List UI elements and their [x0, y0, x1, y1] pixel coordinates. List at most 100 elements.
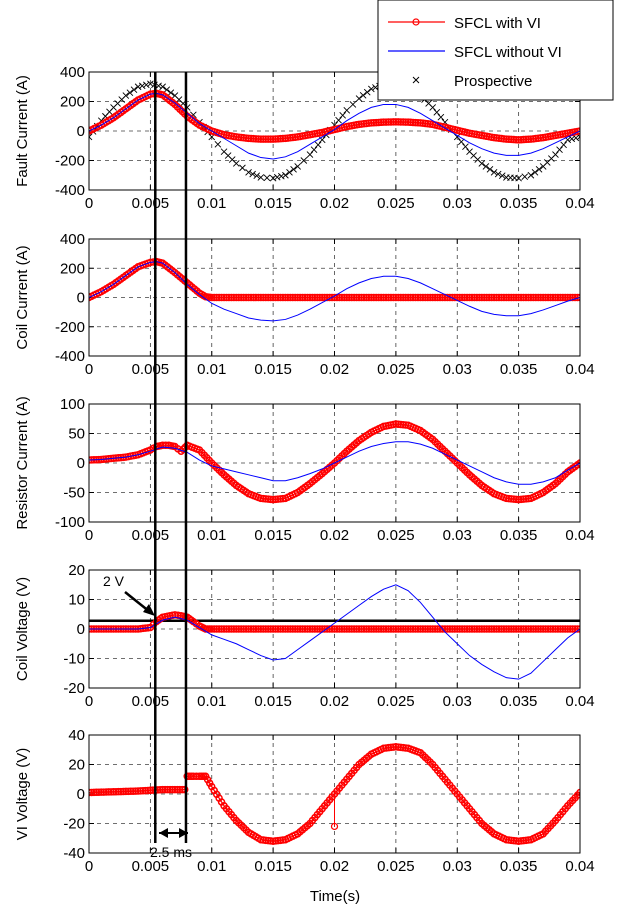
- data-point-with-vi: [397, 293, 405, 302]
- data-point-prospective: [515, 174, 522, 182]
- data-point-with-vi: [473, 625, 481, 633]
- data-point-with-vi: [502, 625, 511, 633]
- data-point-prospective: [269, 174, 277, 182]
- data-point-prospective: [372, 84, 379, 91]
- data-point-with-vi: [541, 293, 550, 302]
- data-point-prospective: [159, 83, 166, 91]
- x-mark-stroke: [167, 89, 175, 96]
- data-point-with-vi: [401, 625, 410, 633]
- vi-spike-details: [330, 796, 339, 831]
- data-point-prospective: [245, 168, 252, 176]
- x-mark-stroke: [134, 83, 142, 91]
- y-tick-label: 0: [77, 786, 85, 803]
- data-point-with-vi: [478, 293, 486, 302]
- data-point-with-vi: [316, 625, 324, 633]
- data-point-with-vi: [367, 119, 376, 127]
- data-point-with-vi: [377, 293, 385, 302]
- data-point-with-vi: [404, 293, 412, 302]
- x-tick-label: 0: [85, 361, 93, 378]
- data-point-with-vi: [382, 625, 390, 633]
- x-tick-label: 0.01: [197, 693, 226, 710]
- data-point-with-vi: [284, 625, 292, 633]
- data-point-prospective: [494, 170, 502, 178]
- x-mark-stroke: [498, 172, 506, 180]
- data-point-with-vi: [266, 135, 275, 143]
- axes-frame: [88, 734, 581, 854]
- y-axis-label: Resistor Current (A): [14, 396, 31, 529]
- data-point-with-vi: [306, 625, 314, 633]
- data-point-with-vi: [524, 293, 533, 302]
- x-mark-stroke: [142, 81, 150, 89]
- data-point-with-vi: [370, 625, 378, 633]
- x-tick-label: 0.035: [500, 858, 538, 875]
- x-mark-stroke: [335, 116, 342, 124]
- y-tick-label: 40: [68, 727, 85, 744]
- data-point-with-vi: [89, 788, 93, 797]
- x-tick-label: 0.025: [377, 195, 415, 212]
- data-point-with-vi: [576, 127, 580, 135]
- data-point-with-vi: [192, 772, 201, 781]
- data-point-with-vi: [134, 787, 142, 795]
- data-point-with-vi: [524, 135, 533, 144]
- data-point-with-vi: [311, 625, 319, 633]
- data-point-with-vi: [522, 625, 530, 633]
- data-point-with-vi: [316, 293, 324, 302]
- data-point-prospective: [343, 107, 351, 114]
- axes-frame: [88, 403, 581, 523]
- data-point-with-vi: [470, 293, 479, 302]
- x-tick-label: 0.03: [443, 693, 472, 710]
- x-mark-stroke: [155, 82, 162, 90]
- data-point-with-vi: [370, 118, 378, 127]
- annotation-2-5ms: 2.5 ms: [150, 828, 192, 860]
- x-mark-stroke: [572, 134, 580, 142]
- data-point-with-vi: [306, 293, 314, 302]
- series-group: [89, 420, 580, 504]
- data-point-with-vi: [571, 293, 579, 302]
- data-point-prospective: [214, 140, 222, 148]
- x-tick-label: 0.02: [320, 195, 349, 212]
- data-point-with-vi: [340, 625, 349, 633]
- data-point-with-vi: [235, 625, 243, 633]
- data-point-with-vi: [397, 118, 405, 126]
- x-axis-label: Time(s): [310, 888, 360, 905]
- data-point-with-vi: [460, 625, 469, 633]
- data-point-with-vi: [254, 293, 263, 302]
- x-tick-label: 0.005: [132, 527, 170, 544]
- data-point-with-vi: [409, 625, 417, 633]
- x-mark-stroke: [126, 89, 134, 96]
- x-tick-label: 0.025: [377, 527, 415, 544]
- data-point-with-vi: [487, 293, 496, 302]
- data-point-with-vi: [438, 293, 447, 302]
- data-point-with-vi: [225, 293, 233, 302]
- data-point-with-vi: [438, 625, 447, 633]
- x-mark-stroke: [89, 136, 93, 141]
- data-point-with-vi: [519, 625, 528, 633]
- data-point-with-vi: [480, 625, 488, 633]
- data-point-with-vi: [244, 134, 253, 143]
- data-point-with-vi: [424, 625, 432, 633]
- data-point-with-vi: [352, 625, 361, 633]
- data-point-with-vi: [446, 625, 454, 633]
- x-tick-label: 0.03: [443, 361, 472, 378]
- data-point-with-vi: [136, 787, 145, 795]
- data-point-prospective: [556, 146, 563, 154]
- data-point-with-vi: [347, 625, 356, 633]
- data-point-with-vi: [225, 625, 233, 633]
- data-point-with-vi: [89, 788, 96, 797]
- x-tick-label: 0.015: [254, 693, 292, 710]
- data-point-with-vi: [107, 788, 115, 796]
- data-point-with-vi: [338, 293, 346, 302]
- data-point-with-vi: [333, 625, 341, 633]
- y-tick-label: -200: [55, 153, 85, 170]
- data-point-with-vi: [505, 625, 513, 633]
- x-mark-stroke: [228, 156, 236, 163]
- data-point-with-vi: [90, 788, 98, 797]
- x-mark-stroke: [453, 133, 461, 141]
- x-mark-stroke: [294, 163, 301, 170]
- x-tick-label: 0.015: [254, 195, 292, 212]
- axes-frame: [88, 71, 581, 191]
- data-point-with-vi: [352, 293, 361, 302]
- x-mark-stroke: [372, 84, 379, 91]
- data-point-with-vi: [257, 293, 265, 302]
